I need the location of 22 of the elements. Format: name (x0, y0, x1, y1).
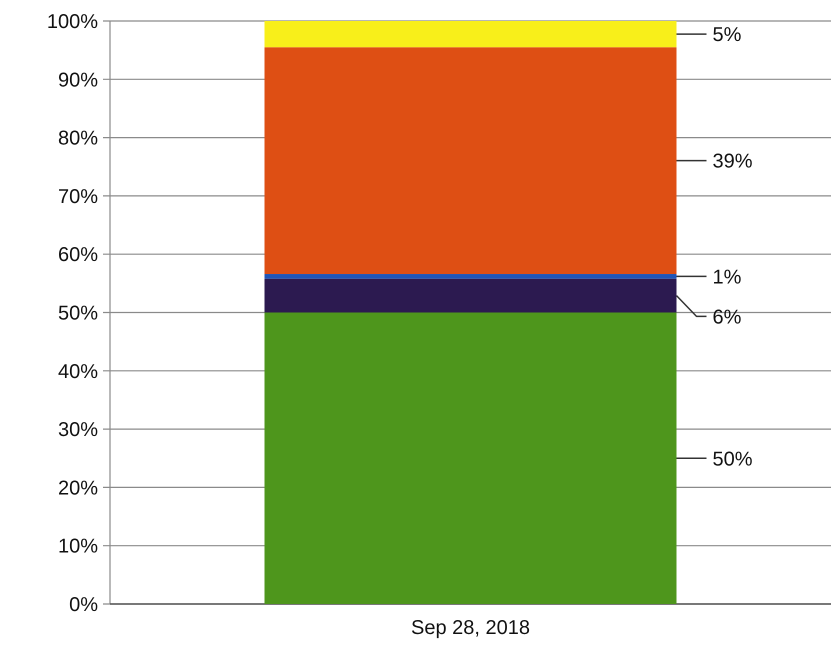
y-tick-label: 0% (69, 594, 98, 616)
y-tick-label: 10% (58, 536, 98, 558)
y-tick-label: 70% (58, 186, 98, 208)
bar (264, 274, 676, 279)
data-label: 5% (712, 24, 742, 46)
bar (264, 21, 676, 48)
y-tick-label: 60% (58, 244, 98, 266)
data-label: 50% (712, 448, 753, 470)
y-tick-label: 100% (46, 11, 98, 33)
y-tick-label: 90% (58, 69, 98, 92)
y-tick-label: 40% (58, 360, 98, 383)
y-tick-label: 20% (58, 477, 98, 500)
y-tick-label: 50% (58, 302, 98, 324)
data-label: 39% (712, 150, 753, 173)
bar (264, 47, 676, 274)
bar (264, 312, 676, 604)
data-label: 6% (712, 306, 742, 328)
bar (264, 278, 676, 312)
y-tick-label: 30% (58, 419, 98, 442)
y-tick-label: 80% (58, 128, 98, 150)
x-tick-label: Sep 28, 2018 (411, 617, 530, 639)
data-label: 1% (712, 266, 742, 288)
